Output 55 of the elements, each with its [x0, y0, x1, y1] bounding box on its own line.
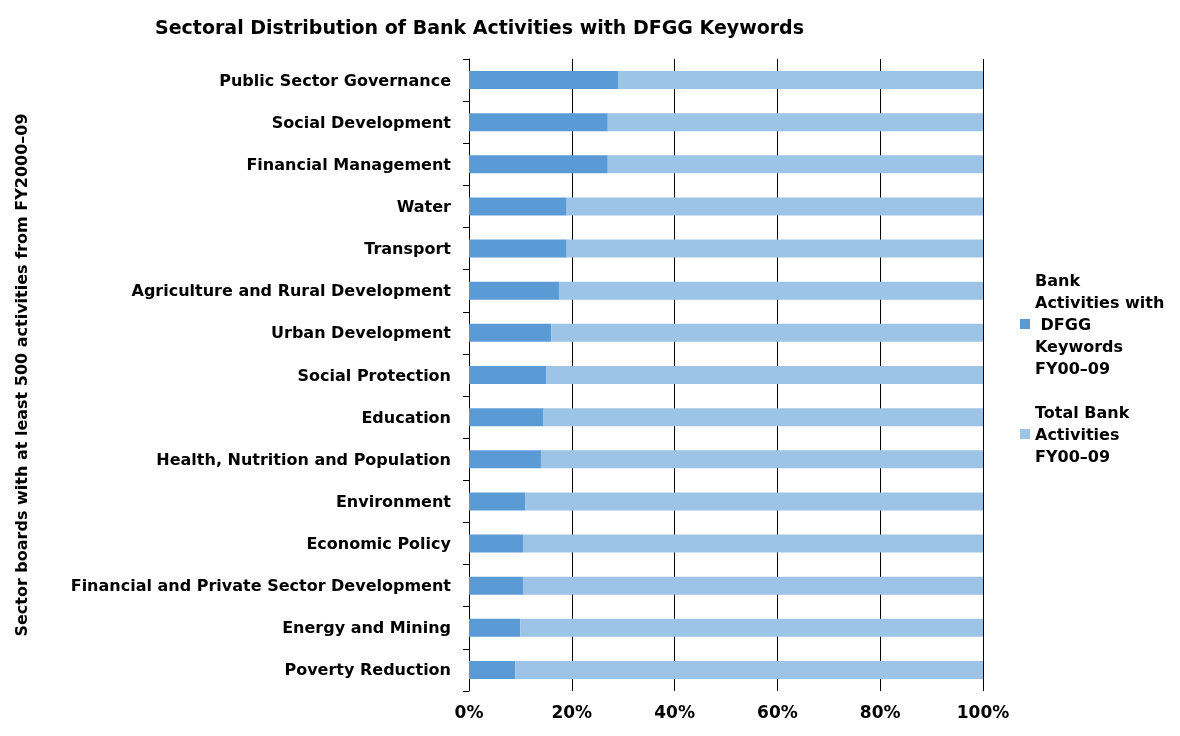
bar	[469, 492, 526, 511]
bar	[469, 660, 516, 679]
chart-title: Sectoral Distribution of Bank Activities with DFGG Keywords	[155, 15, 805, 38]
bar	[469, 534, 523, 553]
bar	[607, 113, 983, 132]
bar	[469, 281, 559, 300]
y-tick-label: Social Protection	[297, 365, 451, 385]
y-tick-label: Agriculture and Rural Development	[131, 281, 452, 301]
bar	[469, 197, 567, 216]
bar	[469, 239, 567, 258]
bar	[469, 618, 521, 637]
bar	[566, 239, 983, 258]
bar	[520, 618, 983, 637]
bar	[543, 408, 983, 427]
bar	[469, 450, 541, 469]
bar	[540, 450, 983, 469]
x-tick-label: 60%	[757, 701, 798, 722]
y-tick-label: Environment	[335, 491, 452, 511]
bar	[525, 492, 983, 511]
y-tick-label: Economic Policy	[306, 534, 452, 554]
bar	[469, 366, 547, 384]
bar	[566, 197, 983, 216]
x-tick-label: 0%	[454, 701, 484, 722]
y-tick-label: Transport	[364, 239, 452, 259]
bar	[522, 534, 983, 553]
bar	[469, 155, 608, 174]
y-tick-label: Education	[361, 407, 451, 427]
bar	[522, 576, 983, 595]
x-tick-label: 80%	[859, 701, 901, 722]
x-tick-label: 20%	[551, 701, 593, 722]
legend-label: Total Bank Activities FY00–09	[1035, 402, 1135, 466]
bar	[618, 71, 983, 90]
bar	[469, 408, 544, 427]
bar	[469, 113, 608, 132]
x-tick-label: 100%	[956, 701, 1010, 722]
y-tick-label: Water	[396, 196, 452, 216]
bar	[607, 155, 983, 174]
y-tick-label: Social Development	[271, 112, 452, 132]
bar	[469, 323, 552, 342]
y-axis-title: Sector boards with at least 500 activities from FY2000–09	[11, 113, 31, 637]
y-tick-label: Energy and Mining	[282, 618, 451, 638]
y-tick-label: Health, Nutrition and Population	[156, 449, 451, 469]
y-tick-label: Public Sector Governance	[219, 70, 452, 90]
x-tick-label: 40%	[654, 701, 695, 722]
bar	[469, 71, 619, 90]
y-tick-label: Financial Management	[246, 154, 452, 174]
bar	[469, 576, 523, 595]
bar	[551, 323, 983, 342]
bar	[558, 281, 983, 300]
bar	[515, 660, 983, 679]
y-tick-label: Financial and Private Sector Development	[70, 576, 452, 596]
y-tick-label: Urban Development	[271, 323, 452, 343]
legend-label: Bank Activities with DFGG Keywords FY00–09	[1035, 270, 1165, 378]
y-tick-label: Poverty Reduction	[284, 660, 451, 680]
bar	[546, 366, 983, 384]
